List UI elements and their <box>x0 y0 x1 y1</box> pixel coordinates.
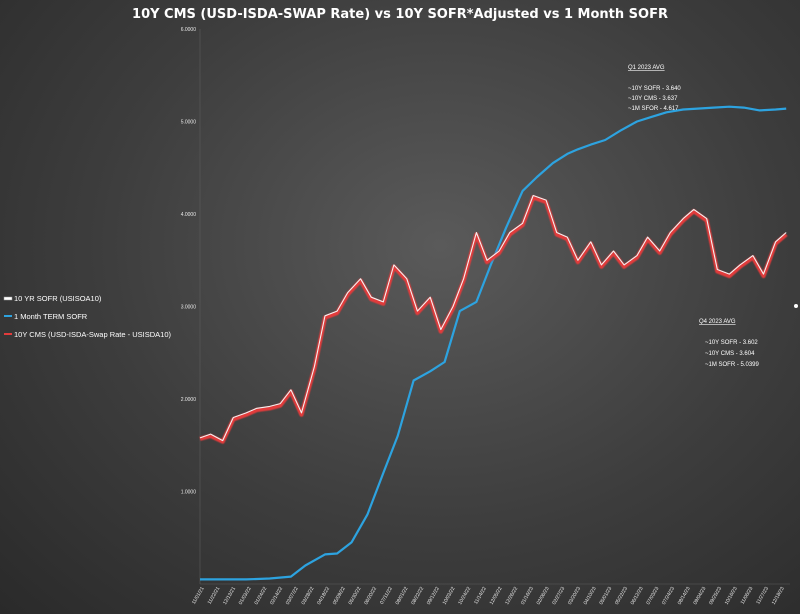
x-tick-label: 12/26/22 <box>504 586 519 606</box>
x-tick-label: 08/14/23 <box>677 586 692 606</box>
x-tick-label: 05/22/23 <box>614 586 629 606</box>
edge-marker <box>794 304 798 308</box>
x-tick-label: 11/06/23 <box>740 586 755 606</box>
x-tick-label: 01/16/23 <box>520 586 535 606</box>
x-tick-label: 09/12/22 <box>426 586 441 606</box>
annotation-q4-line-3: ~1M SOFR - 5.0399 <box>705 362 760 368</box>
annotation-q1-line-2: ~10Y CMS - 3.637 <box>628 96 678 102</box>
x-tick-label: 07/03/23 <box>645 586 660 606</box>
y-axis: 6.0000 5.0000 4.0000 3.0000 2.0000 1.0000 <box>181 27 201 584</box>
x-tick-label: 05/30/22 <box>348 586 363 606</box>
annotation-q1-line-1: ~10Y SOFR - 3.640 <box>628 86 681 92</box>
x-tick-label: 08/01/22 <box>395 586 410 606</box>
y-tick-label: 3.0000 <box>181 305 197 311</box>
x-tick-label: 10/24/22 <box>457 586 472 606</box>
series-line-10y-cms <box>199 195 788 444</box>
legend-swatch-10y-cms <box>4 333 12 335</box>
x-tick-label: 02/27/23 <box>551 586 566 606</box>
series-line-10yr-sofr <box>199 194 787 442</box>
y-tick-label: 6.0000 <box>181 27 197 33</box>
x-tick-label: 06/20/22 <box>363 586 378 606</box>
x-tick-label: 11/01/21 <box>191 586 206 606</box>
x-tick-label: 01/03/22 <box>238 586 253 606</box>
x-tick-label: 04/18/22 <box>316 586 331 606</box>
legend-label-10yr-sofr: 10 YR SOFR (USISOA10) <box>14 294 102 303</box>
x-tick-label: 11/14/22 <box>473 586 488 606</box>
y-tick-label: 2.0000 <box>181 397 197 403</box>
x-tick-label: 09/04/23 <box>692 586 707 606</box>
legend: 10 YR SOFR (USISOA10) 1 Month TERM SOFR … <box>3 294 171 339</box>
annotation-q4-heading: Q4 2023 AVG <box>699 319 736 325</box>
x-tick-label: 05/09/22 <box>332 586 347 606</box>
x-tick-label: 11/22/21 <box>207 586 222 606</box>
x-tick-label: 10/16/23 <box>724 586 739 606</box>
annotation-q4: Q4 2023 AVG ~10Y SOFR - 3.602 ~10Y CMS -… <box>699 319 760 368</box>
x-tick-label: 02/06/23 <box>536 586 551 606</box>
x-tick-label: 08/22/22 <box>410 586 425 606</box>
y-tick-label: 5.0000 <box>181 120 197 126</box>
x-tick-label: 12/05/22 <box>489 586 504 606</box>
annotation-q4-line-1: ~10Y SOFR - 3.602 <box>705 340 758 346</box>
annotation-q4-line-2: ~10Y CMS - 3.604 <box>705 351 755 357</box>
legend-label-10y-cms: 10Y CMS (USD-ISDA-Swap Rate - USISDA10) <box>14 330 171 339</box>
x-tick-label: 03/20/23 <box>567 586 582 606</box>
annotation-q1-line-3: ~1M SFOR - 4.617 <box>628 106 679 112</box>
x-tick-label: 06/12/23 <box>630 586 645 606</box>
annotation-q1: Q1 2023 AVG ~10Y SOFR - 3.640 ~10Y CMS -… <box>628 65 681 112</box>
x-tick-label: 01/24/22 <box>254 586 269 606</box>
y-tick-label: 1.0000 <box>181 490 197 496</box>
legend-swatch-10yr-sofr <box>3 296 13 301</box>
x-tick-label: 07/24/23 <box>661 586 676 606</box>
x-axis: 11/01/21 11/22/21 12/13/21 01/03/22 01/24/22… <box>191 583 790 606</box>
x-tick-label: 11/27/23 <box>755 586 770 606</box>
x-tick-label: 03/07/22 <box>285 586 300 606</box>
x-tick-label: 10/03/22 <box>442 586 457 606</box>
x-tick-label: 12/18/23 <box>771 586 786 606</box>
x-tick-label: 07/11/22 <box>379 586 394 606</box>
x-tick-label: 04/10/23 <box>583 586 598 606</box>
x-tick-label: 02/14/22 <box>269 586 284 606</box>
annotation-q1-heading: Q1 2023 AVG <box>628 65 665 71</box>
x-tick-label: 03/28/22 <box>301 586 316 606</box>
plot-area <box>199 105 788 581</box>
x-tick-label: 09/25/23 <box>708 586 723 606</box>
legend-label-1m-term-sofr: 1 Month TERM SOFR <box>14 312 88 321</box>
x-tick-label: 05/01/23 <box>598 586 613 606</box>
series-line-1m-term-sofr <box>200 105 787 581</box>
chart-title: 10Y CMS (USD-ISDA-SWAP Rate) vs 10Y SOFR… <box>132 7 668 22</box>
legend-swatch-1m-term-sofr <box>4 315 12 317</box>
x-tick-label: 12/13/21 <box>222 586 237 606</box>
y-tick-label: 4.0000 <box>181 212 197 218</box>
